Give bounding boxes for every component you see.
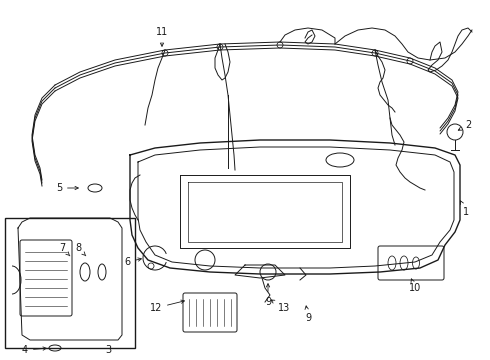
Bar bbox=[5, 218, 135, 348]
Text: 12: 12 bbox=[149, 300, 184, 313]
Text: 1: 1 bbox=[461, 201, 469, 217]
Text: 9: 9 bbox=[265, 284, 271, 307]
Circle shape bbox=[162, 50, 168, 56]
Text: 4: 4 bbox=[22, 345, 46, 355]
Text: 10: 10 bbox=[409, 279, 421, 293]
Text: 3: 3 bbox=[105, 345, 111, 355]
Text: 7: 7 bbox=[59, 243, 70, 256]
Circle shape bbox=[277, 42, 283, 48]
Text: 8: 8 bbox=[75, 243, 86, 256]
Circle shape bbox=[407, 58, 413, 64]
Circle shape bbox=[217, 44, 223, 50]
Text: 9: 9 bbox=[305, 306, 311, 323]
Text: 6: 6 bbox=[124, 257, 142, 267]
Circle shape bbox=[372, 50, 378, 56]
Text: 2: 2 bbox=[458, 120, 471, 130]
Text: 11: 11 bbox=[156, 27, 168, 46]
Text: 5: 5 bbox=[56, 183, 78, 193]
Text: 13: 13 bbox=[271, 300, 290, 313]
